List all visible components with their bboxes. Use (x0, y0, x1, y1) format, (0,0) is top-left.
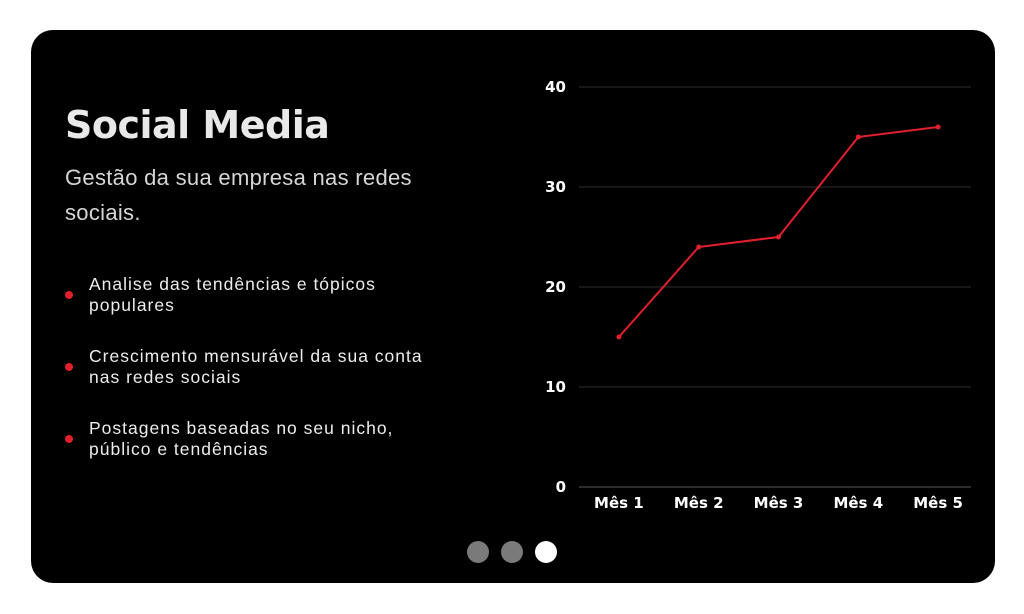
y-tick-label: 0 (556, 478, 566, 496)
growth-line-chart: 0 10 20 30 40 Mês 1 Mês 2 Mês 3 Mês 4 Mês 5 (545, 78, 971, 512)
bullet-icon (65, 291, 73, 299)
x-tick-label: Mês 5 (913, 494, 963, 512)
series-line (618, 126, 939, 338)
x-tick-label: Mês 1 (594, 494, 644, 512)
y-tick-label: 40 (545, 78, 566, 96)
y-tick-label: 30 (545, 178, 566, 196)
carousel-dot-1[interactable] (467, 541, 489, 563)
feature-text: Postagens baseadas no seu nicho, público… (89, 418, 394, 459)
bullet-icon (65, 363, 73, 371)
carousel-dot-2[interactable] (501, 541, 523, 563)
data-point (616, 334, 622, 340)
y-tick-label: 20 (545, 278, 566, 296)
y-tick-label: 10 (545, 378, 566, 396)
carousel-pagination (467, 541, 557, 563)
social-media-card: Social Media Gestão da sua empresa nas r… (31, 30, 995, 583)
data-point (855, 134, 861, 140)
feature-item: Crescimento mensurável da sua conta nas … (63, 346, 473, 418)
x-tick-label: Mês 2 (674, 494, 724, 512)
feature-item: Analise das tendências e tópicos popular… (63, 274, 473, 346)
carousel-dot-3[interactable] (535, 541, 557, 563)
card-subtitle: Gestão da sua empresa nas redes sociais. (65, 165, 412, 225)
feature-text: Analise das tendências e tópicos popular… (89, 274, 376, 315)
feature-item: Postagens baseadas no seu nicho, público… (63, 418, 473, 490)
x-tick-label: Mês 4 (833, 494, 883, 512)
feature-text: Crescimento mensurável da sua conta nas … (89, 346, 423, 387)
data-point (776, 234, 781, 240)
x-tick-label: Mês 3 (754, 494, 804, 512)
card-title: Social Media (65, 103, 330, 147)
data-point (696, 244, 702, 250)
feature-list: Analise das tendências e tópicos popular… (63, 274, 473, 490)
bullet-icon (65, 435, 73, 443)
data-point (935, 124, 941, 130)
